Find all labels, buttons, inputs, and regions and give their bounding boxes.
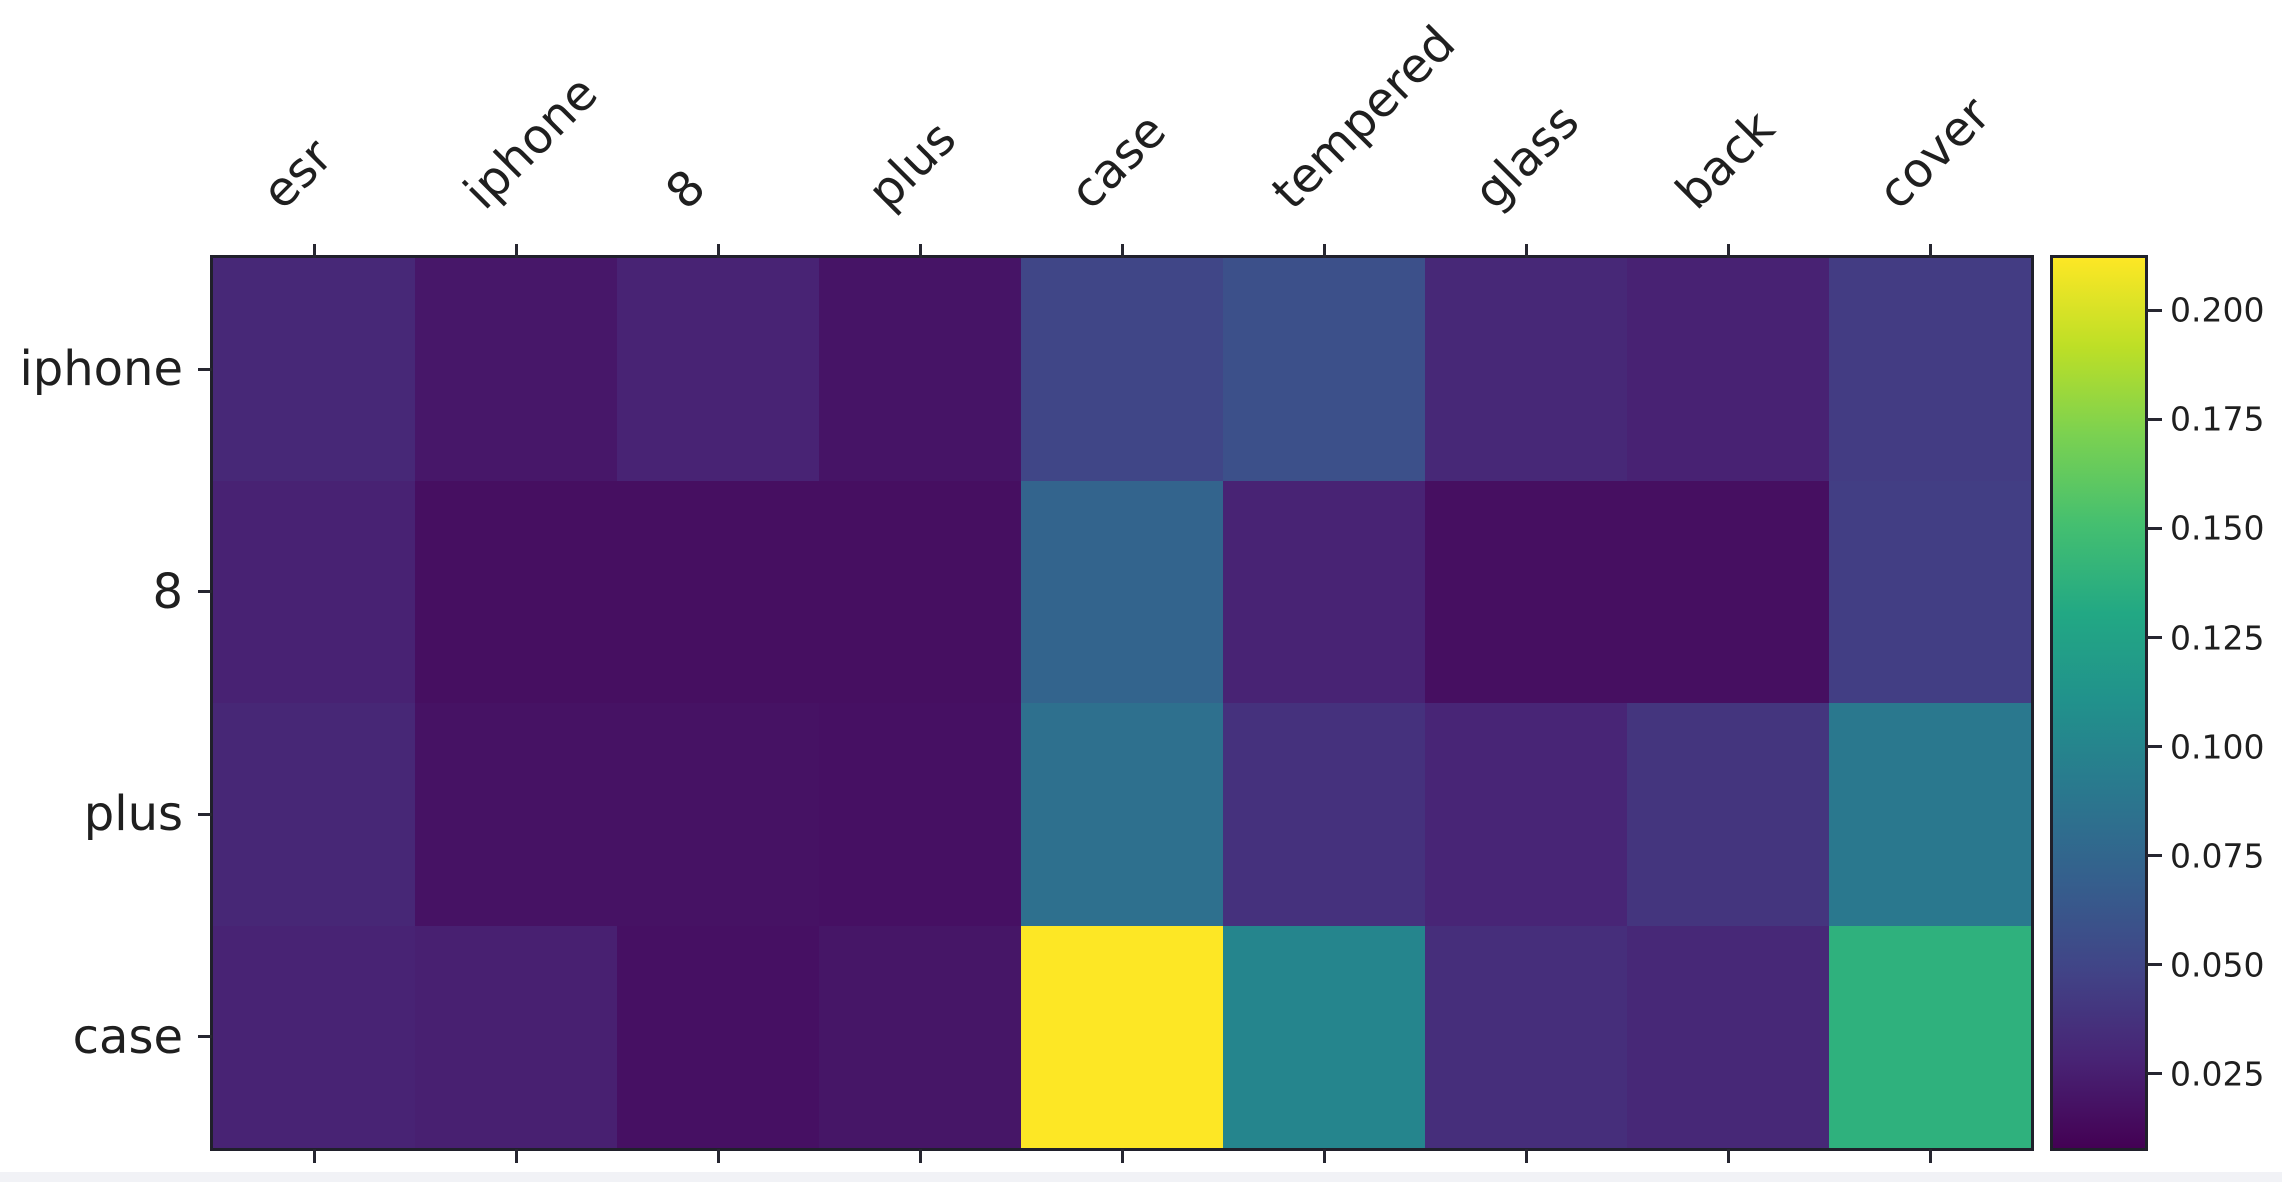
heatmap-cell-case-case <box>1021 925 1223 1148</box>
heatmap-cell-8-glass <box>1425 480 1627 703</box>
colorbar-tick-0.175 <box>2146 417 2162 421</box>
colorbar-tick-0.050 <box>2146 963 2162 967</box>
x-tick-top-cover <box>1928 244 1932 258</box>
heatmap-cell-case-tempered <box>1223 925 1425 1148</box>
heatmap-cell-plus-esr <box>213 703 415 926</box>
heatmap-cell-iphone-plus <box>819 258 1021 481</box>
x-tick-bottom-cover <box>1928 1149 1932 1163</box>
heatmap-grid <box>213 258 2031 1148</box>
colorbar-tick-label-0.100: 0.100 <box>2170 727 2265 767</box>
heatmap-plot-area <box>210 255 2034 1151</box>
heatmap-cell-8-esr <box>213 480 415 703</box>
heatmap-cell-case-glass <box>1425 925 1627 1148</box>
y-axis-label-case: case <box>72 1008 183 1065</box>
x-axis-label-cover: cover <box>1867 85 2002 220</box>
heatmap-cell-iphone-iphone <box>415 258 617 481</box>
x-tick-top-glass <box>1524 244 1528 258</box>
y-tick-plus <box>198 812 212 816</box>
x-tick-bottom-case <box>1120 1149 1124 1163</box>
colorbar-tick-label-0.200: 0.200 <box>2170 290 2265 330</box>
x-axis-label-plus: plus <box>857 110 968 220</box>
heatmap-cell-8-cover <box>1829 480 2031 703</box>
heatmap-cell-plus-tempered <box>1223 703 1425 926</box>
heatmap-cell-iphone-back <box>1627 258 1829 481</box>
x-tick-top-case <box>1120 244 1124 258</box>
heatmap-cell-iphone-esr <box>213 258 415 481</box>
x-tick-bottom-glass <box>1524 1149 1528 1163</box>
x-tick-bottom-back <box>1726 1149 1730 1163</box>
x-axis-label-esr: esr <box>251 127 344 220</box>
heatmap-cell-8-back <box>1627 480 1829 703</box>
colorbar-tick-label-0.075: 0.075 <box>2170 836 2265 876</box>
heatmap-cell-plus-back <box>1627 703 1829 926</box>
heatmap-cell-plus-plus <box>819 703 1021 926</box>
x-tick-bottom-plus <box>918 1149 922 1163</box>
x-axis-label-tempered: tempered <box>1261 14 1467 220</box>
colorbar-tick-0.150 <box>2146 526 2162 530</box>
x-tick-top-8 <box>716 244 720 258</box>
x-axis-label-iphone: iphone <box>453 64 609 220</box>
y-axis-label-iphone: iphone <box>19 341 183 398</box>
heatmap-cell-8-iphone <box>415 480 617 703</box>
y-tick-8 <box>198 590 212 594</box>
heatmap-cell-case-iphone <box>415 925 617 1148</box>
colorbar-tick-0.075 <box>2146 854 2162 858</box>
heatmap-cell-iphone-tempered <box>1223 258 1425 481</box>
heatmap-cell-iphone-cover <box>1829 258 2031 481</box>
heatmap-cell-8-8 <box>617 480 819 703</box>
x-tick-top-esr <box>312 244 316 258</box>
heatmap-cell-plus-8 <box>617 703 819 926</box>
heatmap-cell-iphone-glass <box>1425 258 1627 481</box>
heatmap-cell-case-cover <box>1829 925 2031 1148</box>
colorbar-tick-label-0.175: 0.175 <box>2170 399 2265 439</box>
x-tick-top-plus <box>918 244 922 258</box>
x-tick-bottom-tempered <box>1322 1149 1326 1163</box>
colorbar-tick-0.025 <box>2146 1072 2162 1076</box>
colorbar-tick-label-0.050: 0.050 <box>2170 945 2265 985</box>
y-tick-case <box>198 1035 212 1039</box>
y-tick-iphone <box>198 367 212 371</box>
colorbar-tick-label-0.025: 0.025 <box>2170 1054 2265 1094</box>
colorbar <box>2050 255 2148 1151</box>
x-tick-bottom-iphone <box>514 1149 518 1163</box>
x-tick-bottom-8 <box>716 1149 720 1163</box>
x-tick-top-back <box>1726 244 1730 258</box>
heatmap-cell-iphone-case <box>1021 258 1223 481</box>
y-axis-label-plus: plus <box>83 786 183 843</box>
heatmap-cell-iphone-8 <box>617 258 819 481</box>
x-tick-top-iphone <box>514 244 518 258</box>
x-axis-label-glass: glass <box>1463 93 1590 220</box>
heatmap-cell-case-plus <box>819 925 1021 1148</box>
colorbar-tick-label-0.125: 0.125 <box>2170 618 2265 658</box>
colorbar-tick-0.125 <box>2146 636 2162 640</box>
heatmap-cell-case-esr <box>213 925 415 1148</box>
heatmap-cell-plus-glass <box>1425 703 1627 926</box>
colorbar-tick-0.100 <box>2146 745 2162 749</box>
colorbar-tick-0.200 <box>2146 308 2162 312</box>
heatmap-cell-case-8 <box>617 925 819 1148</box>
bottom-strip <box>0 1172 2282 1182</box>
colorbar-gradient <box>2053 258 2145 1148</box>
heatmap-cell-8-plus <box>819 480 1021 703</box>
colorbar-tick-label-0.150: 0.150 <box>2170 508 2265 548</box>
heatmap-cell-8-tempered <box>1223 480 1425 703</box>
heatmap-cell-8-case <box>1021 480 1223 703</box>
heatmap-cell-plus-cover <box>1829 703 2031 926</box>
x-axis-label-case: case <box>1059 102 1177 220</box>
x-axis-label-8: 8 <box>655 158 717 220</box>
y-axis-label-8: 8 <box>152 563 183 620</box>
heatmap-cell-plus-iphone <box>415 703 617 926</box>
x-axis-label-back: back <box>1665 99 1786 220</box>
heatmap-cell-case-back <box>1627 925 1829 1148</box>
heatmap-cell-plus-case <box>1021 703 1223 926</box>
x-tick-top-tempered <box>1322 244 1326 258</box>
x-tick-bottom-esr <box>312 1149 316 1163</box>
